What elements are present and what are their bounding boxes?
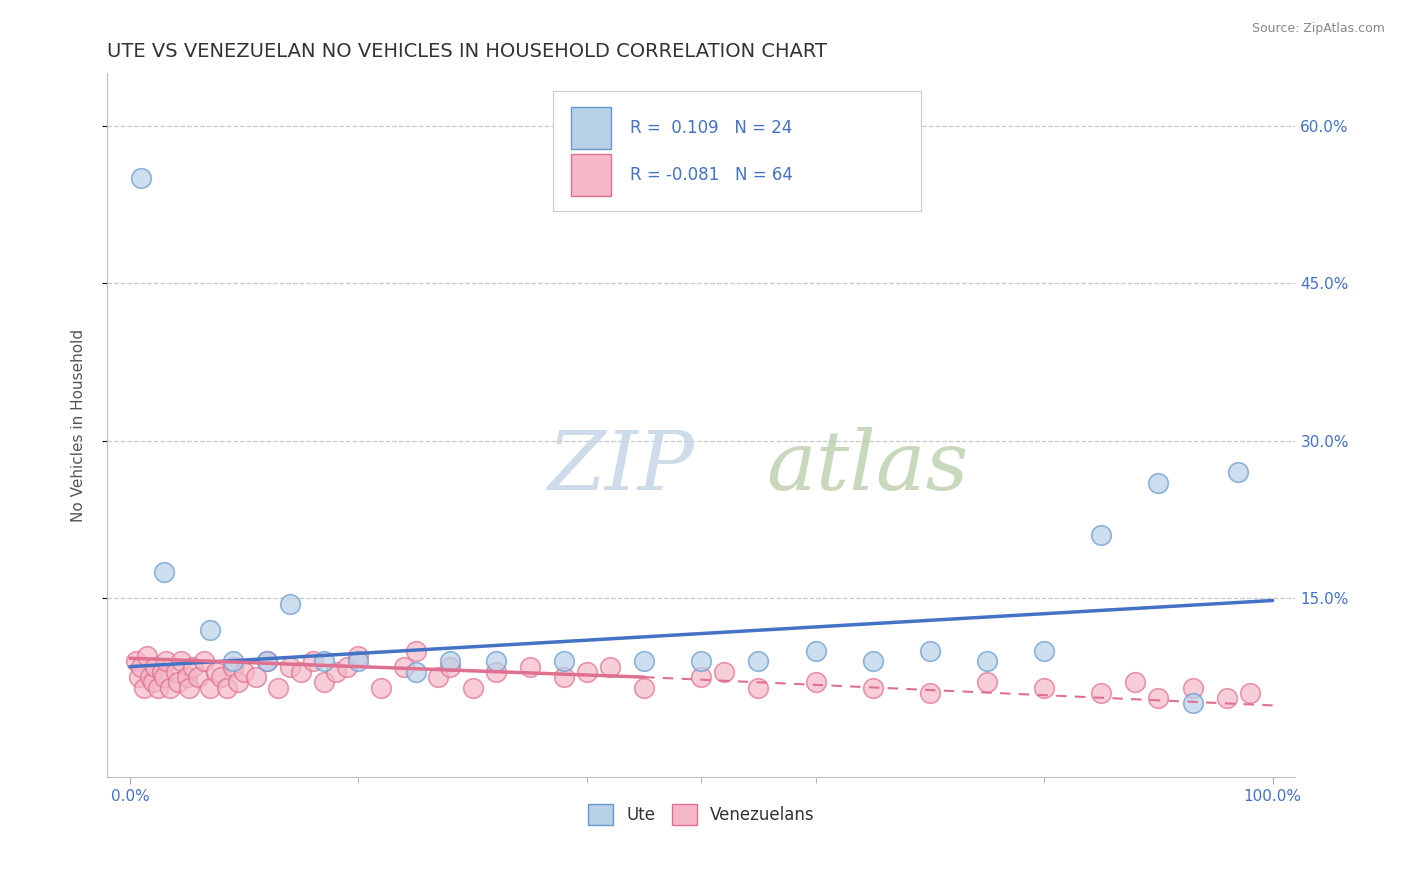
- Point: [484, 665, 506, 679]
- FancyBboxPatch shape: [553, 91, 921, 211]
- Point: [131, 171, 153, 186]
- Point: [325, 665, 347, 679]
- Point: [347, 654, 370, 668]
- Point: [484, 654, 506, 668]
- Point: [187, 670, 209, 684]
- Point: [256, 654, 278, 668]
- Point: [278, 659, 301, 673]
- Point: [976, 675, 998, 690]
- Point: [918, 686, 941, 700]
- Point: [222, 659, 245, 673]
- Point: [143, 659, 166, 673]
- Point: [439, 654, 461, 668]
- Point: [198, 681, 221, 695]
- Point: [690, 670, 713, 684]
- Point: [176, 670, 198, 684]
- Point: [1147, 691, 1170, 706]
- Point: [347, 649, 370, 664]
- Point: [1216, 691, 1239, 706]
- Point: [301, 654, 323, 668]
- Point: [918, 644, 941, 658]
- Point: [139, 670, 162, 684]
- Point: [553, 670, 575, 684]
- Point: [155, 654, 177, 668]
- Point: [1147, 475, 1170, 490]
- Point: [222, 654, 245, 668]
- Point: [209, 670, 232, 684]
- Text: R =  0.109   N = 24: R = 0.109 N = 24: [630, 119, 793, 137]
- Point: [228, 675, 250, 690]
- Point: [747, 654, 769, 668]
- Point: [245, 670, 267, 684]
- Point: [405, 644, 427, 658]
- Point: [713, 665, 735, 679]
- Point: [1181, 681, 1204, 695]
- Point: [439, 659, 461, 673]
- Point: [131, 659, 153, 673]
- Point: [862, 654, 884, 668]
- Point: [170, 654, 193, 668]
- Point: [461, 681, 484, 695]
- Point: [1033, 644, 1056, 658]
- Point: [747, 681, 769, 695]
- Point: [804, 675, 827, 690]
- Point: [142, 675, 165, 690]
- Point: [405, 665, 427, 679]
- Point: [167, 675, 190, 690]
- Point: [128, 670, 150, 684]
- FancyBboxPatch shape: [571, 154, 612, 196]
- Point: [1090, 528, 1112, 542]
- Point: [575, 665, 598, 679]
- Point: [124, 654, 146, 668]
- Point: [215, 681, 238, 695]
- Point: [159, 681, 181, 695]
- Point: [1227, 466, 1250, 480]
- Point: [165, 665, 187, 679]
- Point: [1033, 681, 1056, 695]
- Point: [150, 665, 173, 679]
- Point: [633, 654, 655, 668]
- Point: [314, 654, 336, 668]
- Point: [1239, 686, 1261, 700]
- FancyBboxPatch shape: [571, 107, 612, 149]
- Point: [336, 659, 359, 673]
- Point: [804, 644, 827, 658]
- Point: [392, 659, 415, 673]
- Point: [690, 654, 713, 668]
- Point: [132, 681, 155, 695]
- Y-axis label: No Vehicles in Household: No Vehicles in Household: [72, 328, 86, 522]
- Point: [198, 623, 221, 637]
- Point: [179, 681, 201, 695]
- Text: UTE VS VENEZUELAN NO VEHICLES IN HOUSEHOLD CORRELATION CHART: UTE VS VENEZUELAN NO VEHICLES IN HOUSEHO…: [107, 42, 827, 61]
- Text: Source: ZipAtlas.com: Source: ZipAtlas.com: [1251, 22, 1385, 36]
- Point: [290, 665, 312, 679]
- Point: [181, 659, 204, 673]
- Point: [519, 659, 541, 673]
- Point: [278, 597, 301, 611]
- Point: [553, 654, 575, 668]
- Point: [427, 670, 450, 684]
- Point: [136, 649, 159, 664]
- Point: [153, 565, 176, 579]
- Point: [633, 681, 655, 695]
- Legend: Ute, Venezuelans: Ute, Venezuelans: [588, 805, 814, 825]
- Point: [153, 670, 176, 684]
- Point: [193, 654, 215, 668]
- Point: [256, 654, 278, 668]
- Point: [233, 665, 256, 679]
- Point: [976, 654, 998, 668]
- Point: [370, 681, 392, 695]
- Text: R = -0.081   N = 64: R = -0.081 N = 64: [630, 166, 793, 184]
- Point: [1090, 686, 1112, 700]
- Point: [1181, 697, 1204, 711]
- Point: [862, 681, 884, 695]
- Point: [267, 681, 290, 695]
- Text: ZIP: ZIP: [547, 427, 693, 508]
- Point: [204, 665, 226, 679]
- Point: [599, 659, 621, 673]
- Point: [1125, 675, 1147, 690]
- Text: atlas: atlas: [766, 427, 969, 508]
- Point: [314, 675, 336, 690]
- Point: [148, 681, 170, 695]
